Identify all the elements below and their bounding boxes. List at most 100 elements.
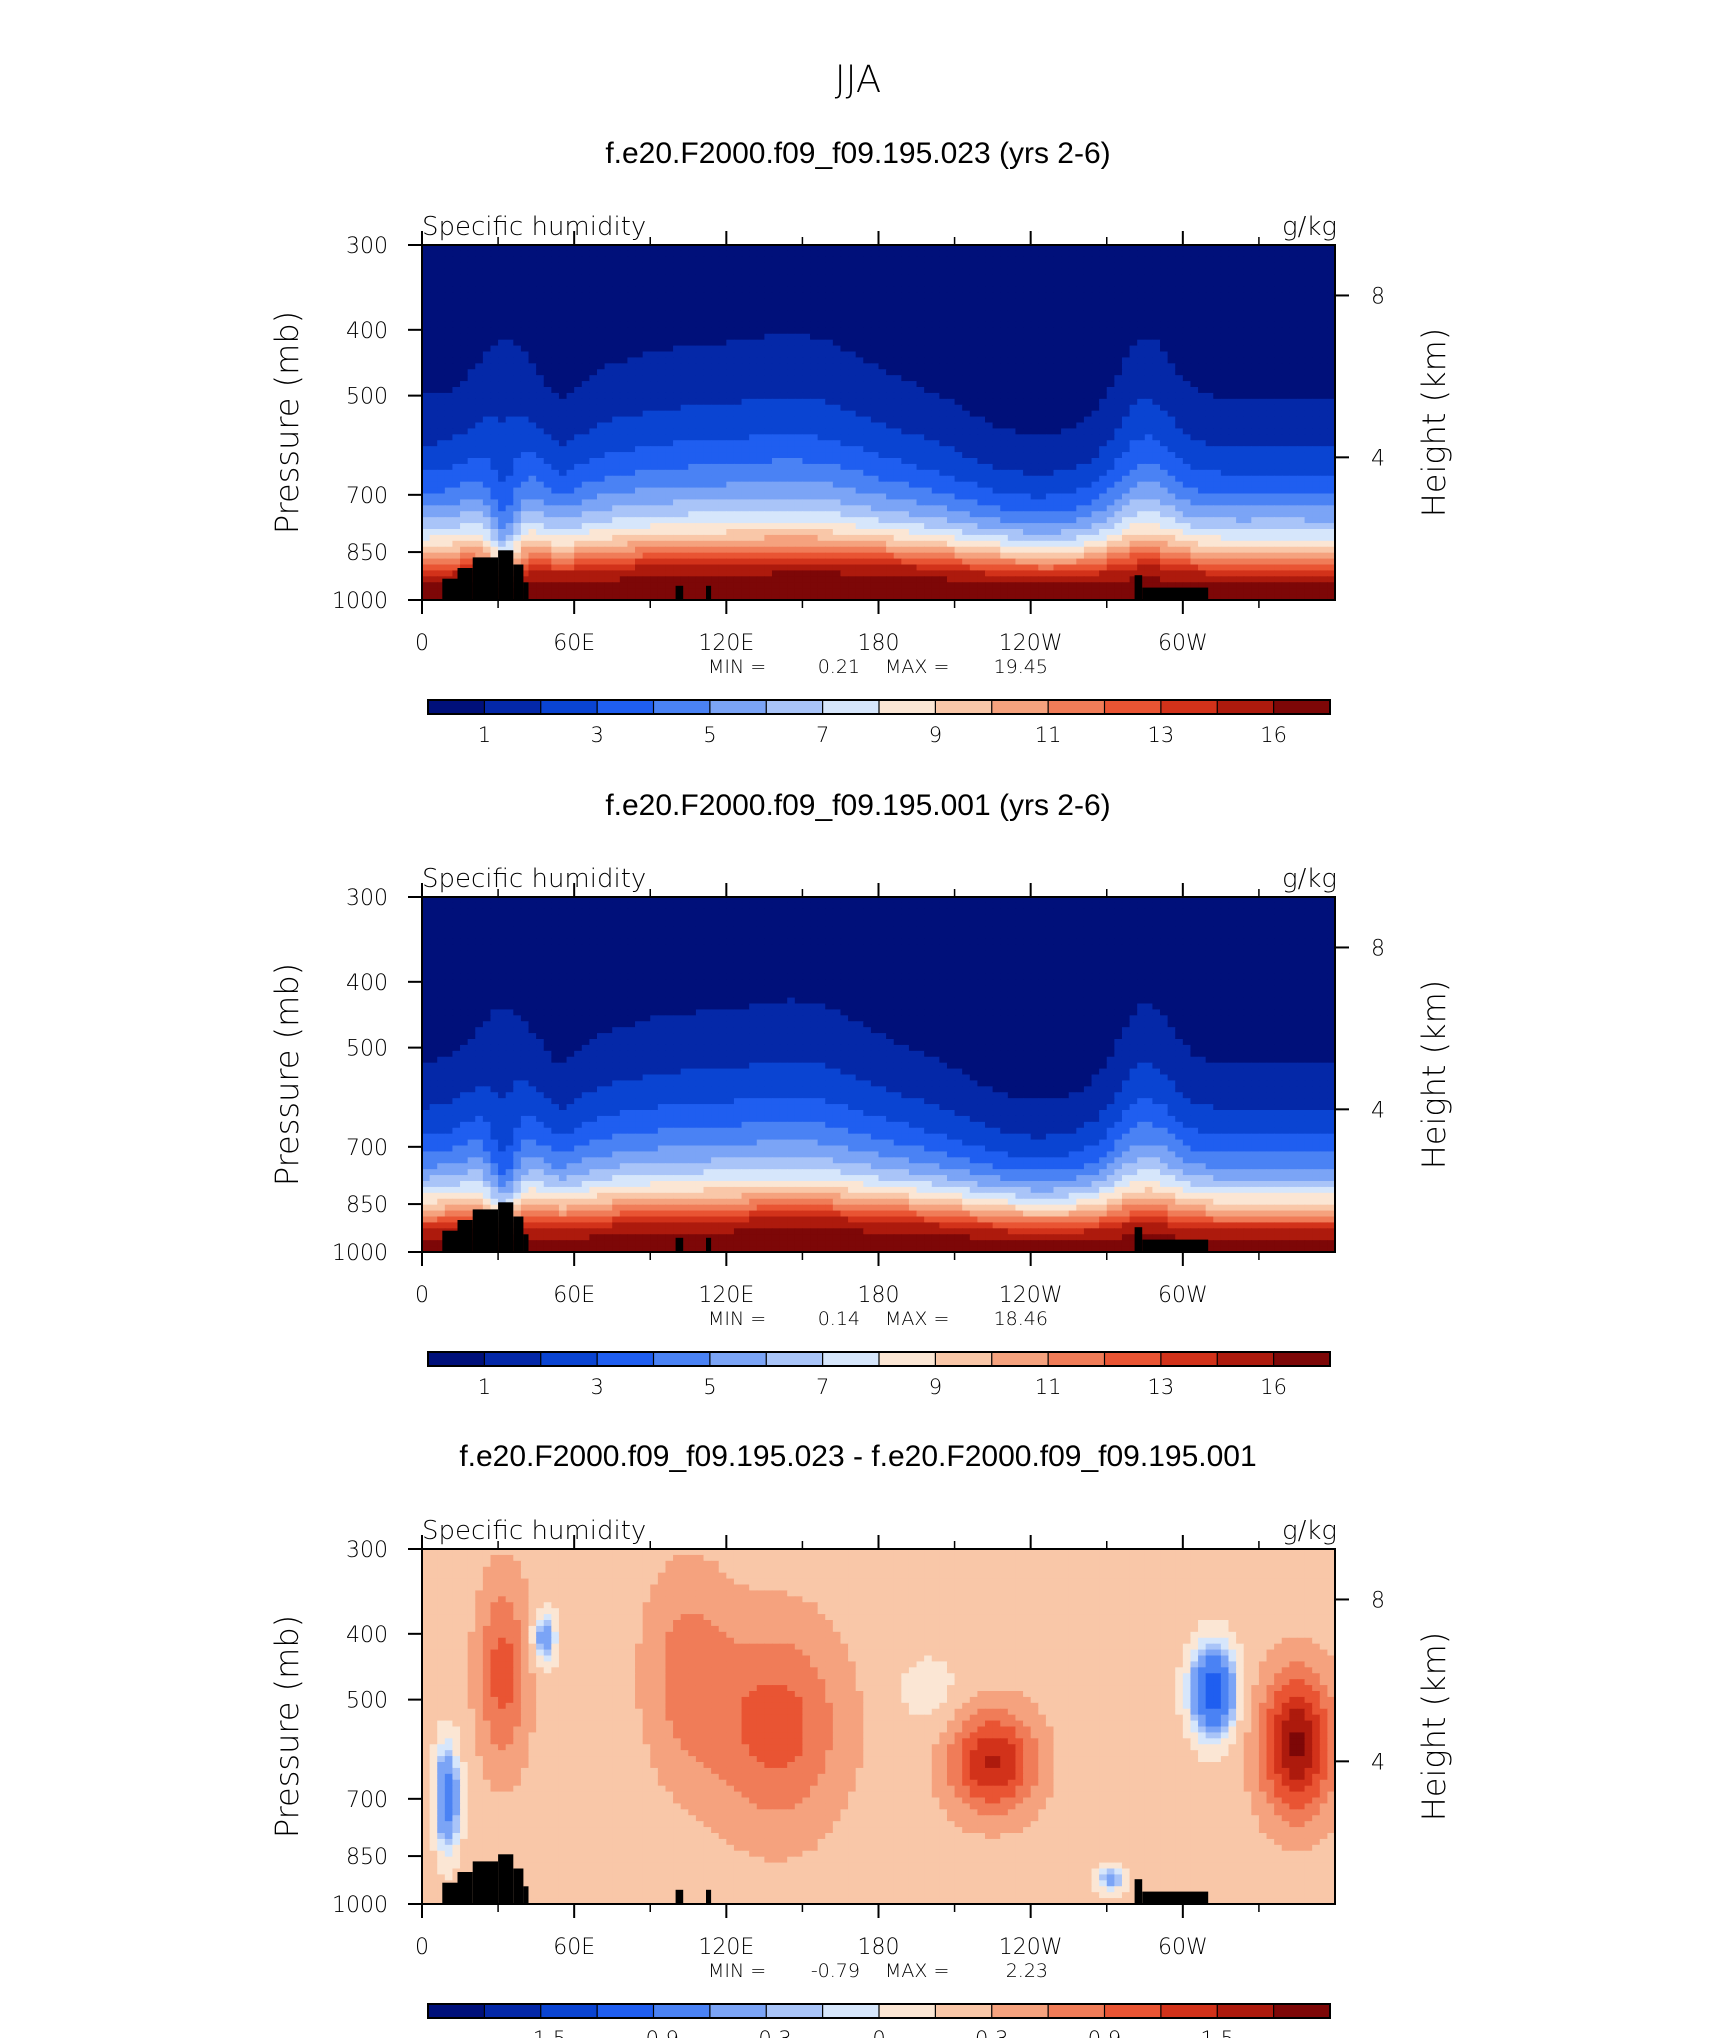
contour-cell (657, 339, 667, 347)
contour-cell (1220, 481, 1230, 489)
contour-cell (749, 256, 758, 264)
contour-cell (1023, 280, 1032, 288)
contour-cell (1053, 392, 1062, 400)
contour-cell (1114, 327, 1123, 335)
contour-cell (1251, 327, 1260, 335)
contour-cell (703, 316, 712, 323)
contour-cell (1182, 268, 1192, 276)
contour-cell (1068, 416, 1077, 424)
contour-cell (1319, 375, 1328, 382)
contour-cell (969, 256, 979, 264)
contour-cell (711, 333, 720, 341)
contour-cell (1304, 286, 1313, 293)
contour-cell (711, 292, 720, 299)
contour-cell (733, 487, 743, 495)
contour-cell (794, 345, 804, 353)
contour-cell (1144, 286, 1153, 293)
contour-cell (1038, 398, 1047, 406)
contour-cell (977, 245, 986, 252)
contour-cell (931, 440, 940, 447)
contour-cell (1213, 310, 1222, 317)
contour-cell (627, 327, 636, 335)
contour-cell (1045, 262, 1055, 270)
contour-cell (1091, 256, 1100, 264)
contour-cell (954, 475, 963, 483)
contour-cell (498, 369, 507, 376)
contour-cell (665, 392, 674, 400)
contour-cell (832, 351, 842, 359)
contour-cell (1114, 280, 1123, 288)
contour-cell (1281, 375, 1290, 382)
contour-cell (528, 333, 537, 341)
contour-cell (787, 422, 796, 430)
contour-cell (855, 375, 864, 382)
contour-cell (444, 452, 454, 459)
contour-cell (566, 333, 575, 341)
contour-cell (680, 357, 689, 364)
contour-cell (1000, 475, 1009, 483)
contour-cell (566, 280, 575, 288)
contour-cell (422, 245, 431, 252)
contour-cell (528, 363, 537, 370)
contour-cell (726, 262, 735, 270)
contour-cell (1266, 327, 1275, 335)
contour-cell (878, 363, 887, 370)
contour-cell (673, 398, 682, 406)
contour-cell (749, 446, 758, 453)
contour-cell (1030, 422, 1039, 430)
contour-cell (1114, 410, 1123, 418)
contour-cell (1281, 357, 1290, 364)
contour-cell (1228, 298, 1237, 305)
contour-cell (558, 381, 568, 388)
contour-cell (1152, 327, 1161, 335)
contour-cell (916, 381, 925, 388)
contour-cell (596, 345, 606, 353)
contour-cell (520, 398, 530, 406)
contour-cell (1266, 310, 1275, 317)
contour-cell (1106, 463, 1115, 471)
contour-cell (1061, 387, 1070, 394)
contour-cell (574, 262, 583, 270)
contour-cell (596, 304, 606, 311)
contour-cell (764, 434, 773, 441)
contour-cell (452, 262, 461, 270)
contour-cell (1160, 256, 1169, 264)
contour-cell (604, 446, 613, 453)
contour-cell (855, 440, 864, 447)
contour-cell (513, 245, 522, 252)
contour-cell (1114, 321, 1123, 329)
contour-cell (863, 392, 872, 400)
contour-cell (764, 245, 773, 252)
contour-cell (1220, 416, 1230, 424)
contour-cell (688, 404, 697, 412)
contour-cell (673, 310, 682, 317)
contour-cell (924, 339, 933, 347)
contour-cell (1114, 268, 1123, 276)
contour-cell (1045, 304, 1055, 311)
contour-cell (870, 245, 880, 252)
contour-cell (1121, 446, 1131, 453)
contour-cell (536, 440, 545, 447)
contour-cell (1076, 304, 1085, 311)
contour-cell (604, 469, 613, 477)
contour-cell (1220, 268, 1230, 276)
contour-cell (840, 440, 849, 447)
contour-cell (1281, 345, 1290, 353)
contour-cell (802, 487, 811, 495)
contour-cell (992, 375, 1001, 382)
contour-cell (794, 286, 804, 293)
contour-cell (1289, 250, 1298, 258)
contour-cell (946, 404, 956, 412)
contour-cell (992, 339, 1001, 347)
contour-cell (848, 245, 857, 252)
contour-cell (536, 381, 545, 388)
contour-cell (779, 286, 788, 293)
contour-cell (855, 392, 864, 400)
contour-cell (939, 475, 948, 483)
contour-cell (452, 256, 461, 264)
contour-cell (505, 369, 514, 376)
contour-cell (437, 487, 446, 495)
contour-cell (1083, 410, 1093, 418)
contour-cell (673, 387, 682, 394)
contour-cell (1182, 310, 1192, 317)
